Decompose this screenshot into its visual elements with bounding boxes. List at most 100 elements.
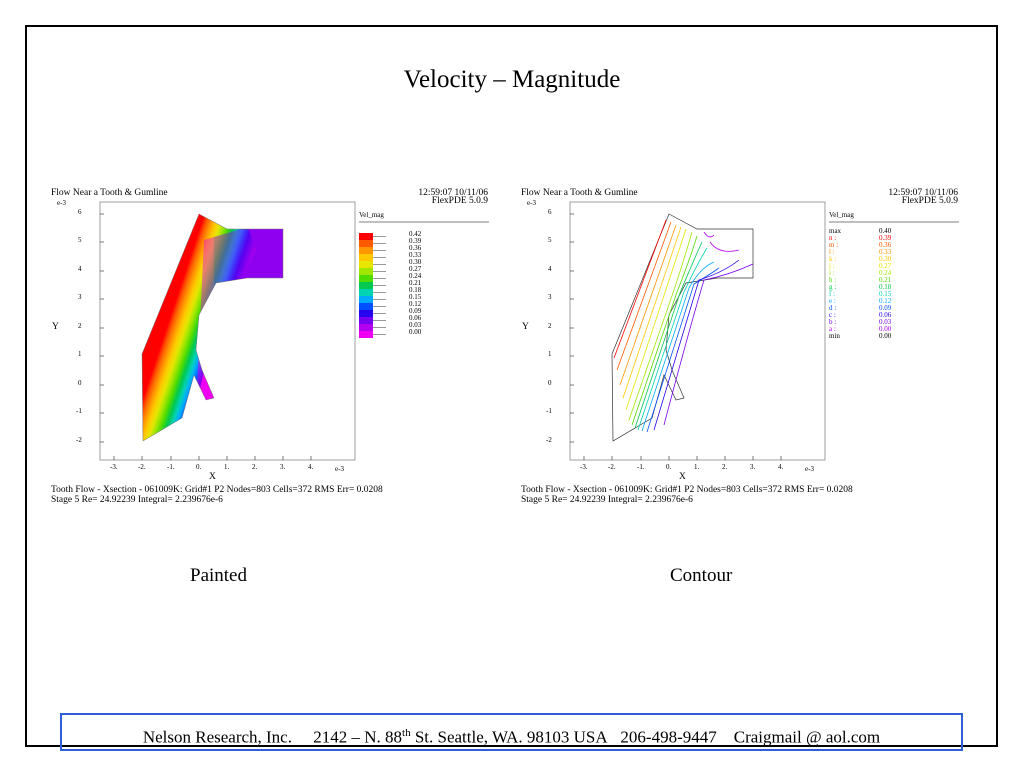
y-tick: 6 — [548, 208, 552, 216]
x-tick: -3. — [580, 463, 588, 471]
y-tick: 5 — [78, 236, 82, 244]
x-tick: -1. — [167, 463, 175, 471]
y-tick: 0 — [548, 379, 552, 387]
legend-value: 0.18 — [409, 286, 422, 294]
legend-title: Vel_mag — [829, 211, 854, 219]
x-tick: 4. — [308, 463, 314, 471]
legend-value: 0.15 — [879, 290, 892, 298]
legend-swatch — [359, 261, 373, 268]
legend-key: l : — [829, 248, 835, 256]
legend-key: min — [829, 332, 840, 340]
x-axis-label: X — [209, 472, 216, 482]
caption-contour: Contour — [670, 565, 733, 586]
contour-plot: Flow Near a Tooth & Gumline 12:59:07 10/… — [514, 180, 984, 510]
legend-value: 0.00 — [879, 332, 892, 340]
legend-swatch — [359, 296, 373, 303]
plot-footer-line1: Tooth Flow - Xsection - 061009K: Grid#1 … — [521, 485, 853, 495]
legend-value: 0.00 — [409, 328, 422, 336]
x-exponent: e-3 — [335, 465, 344, 473]
legend-key: max — [829, 227, 842, 235]
x-tick: 2. — [252, 463, 258, 471]
legend-value: 0.33 — [879, 248, 892, 256]
y-tick: -1 — [546, 407, 552, 415]
y-tick: -2 — [76, 436, 82, 444]
x-tick: 2. — [722, 463, 728, 471]
x-tick: 3. — [280, 463, 286, 471]
painted-velocity-field — [142, 214, 283, 441]
legend-swatch — [359, 289, 373, 296]
legend-key: b : — [829, 318, 837, 326]
slide-title: Velocity – Magnitude — [403, 66, 621, 93]
legend-value: 0.06 — [409, 314, 422, 322]
y-axis-label: Y — [52, 322, 59, 332]
x-tick: 1. — [224, 463, 230, 471]
footer-email: Craigmail @ aol.com — [733, 727, 881, 747]
legend-swatch — [359, 317, 373, 324]
contour-plot-graphic — [569, 201, 959, 461]
plot-software: FlexPDE 5.0.9 — [901, 196, 958, 206]
y-tick: 4 — [78, 265, 82, 273]
y-tick: 4 — [548, 265, 552, 273]
legend-value: 0.33 — [409, 251, 422, 259]
x-exponent: e-3 — [805, 465, 814, 473]
x-axis-label: X — [679, 472, 686, 482]
legend-value: 0.42 — [409, 230, 422, 238]
legend-key: n : — [829, 234, 837, 242]
legend-swatch — [359, 324, 373, 331]
painted-plot-graphic — [99, 201, 489, 461]
legend-swatch — [359, 233, 373, 240]
contour-lines — [613, 219, 754, 433]
legend-swatch — [359, 254, 373, 261]
legend-swatch — [359, 247, 373, 254]
y-tick: 1 — [548, 350, 552, 358]
plot-footer-line2: Stage 5 Re= 24.92239 Integral= 2.239676e… — [521, 495, 693, 505]
legend-value: 0.09 — [879, 304, 892, 312]
plot-header-title: Flow Near a Tooth & Gumline — [51, 188, 168, 198]
legend-value: 0.27 — [879, 262, 892, 270]
legend-swatch — [359, 310, 373, 317]
footer-company: Nelson Research, Inc. — [142, 727, 292, 747]
x-tick: 0. — [666, 463, 672, 471]
x-tick: -2. — [138, 463, 146, 471]
legend-key: k : — [829, 255, 837, 263]
footer-address-post: St. Seattle, WA. 98103 USA — [410, 727, 608, 747]
legend-value: 0.30 — [879, 255, 892, 263]
legend-value: 0.40 — [879, 227, 892, 235]
legend-key: f : — [829, 290, 836, 298]
legend-value: 0.15 — [409, 293, 422, 301]
y-exponent: e-3 — [57, 199, 66, 207]
legend-key: d : — [829, 304, 837, 312]
legend-swatch — [359, 275, 373, 282]
y-axis-label: Y — [522, 322, 529, 332]
legend-value: 0.39 — [409, 237, 422, 245]
y-tick: -2 — [546, 436, 552, 444]
x-tick: -2. — [608, 463, 616, 471]
legend-swatch — [359, 282, 373, 289]
y-tick: 2 — [78, 322, 82, 330]
legend-value: 0.21 — [879, 276, 892, 284]
legend-key: a : — [829, 325, 836, 333]
x-tick: 3. — [750, 463, 756, 471]
painted-axis-ticks — [100, 213, 312, 460]
legend-value: 0.06 — [879, 311, 892, 319]
plot-header-title: Flow Near a Tooth & Gumline — [521, 188, 638, 198]
legend-key: j : — [829, 262, 835, 270]
plot-footer-line1: Tooth Flow - Xsection - 061009K: Grid#1 … — [51, 485, 383, 495]
painted-legend-swatches — [359, 233, 386, 338]
footer-address-sup: th — [402, 727, 411, 739]
y-tick: 3 — [548, 293, 552, 301]
legend-key: c : — [829, 311, 836, 319]
plot-timestamp: 12:59:07 10/11/06 — [418, 188, 488, 198]
legend-value: 0.03 — [879, 318, 892, 326]
plot-software: FlexPDE 5.0.9 — [431, 196, 488, 206]
legend-swatch — [359, 268, 373, 275]
y-tick: 0 — [78, 379, 82, 387]
x-tick: -3. — [110, 463, 118, 471]
legend-value: 0.12 — [879, 297, 892, 305]
legend-value: 0.21 — [409, 279, 422, 287]
footer-contact-box: Nelson Research, Inc. 2142 – N. 88th St.… — [60, 713, 963, 751]
legend-value: 0.36 — [879, 241, 892, 249]
plot-timestamp: 12:59:07 10/11/06 — [888, 188, 958, 198]
legend-swatch — [359, 303, 373, 310]
y-tick: 5 — [548, 236, 552, 244]
